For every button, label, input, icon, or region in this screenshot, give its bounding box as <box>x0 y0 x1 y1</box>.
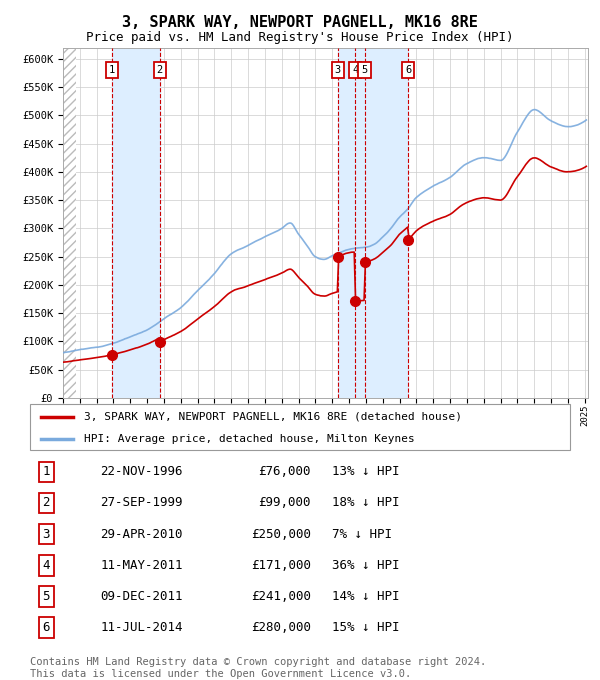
Text: 13% ↓ HPI: 13% ↓ HPI <box>332 465 400 478</box>
Bar <box>63 48 76 398</box>
Text: £241,000: £241,000 <box>251 590 311 603</box>
Text: 3, SPARK WAY, NEWPORT PAGNELL, MK16 8RE: 3, SPARK WAY, NEWPORT PAGNELL, MK16 8RE <box>122 15 478 30</box>
Text: HPI: Average price, detached house, Milton Keynes: HPI: Average price, detached house, Milt… <box>84 434 415 443</box>
Text: 11-MAY-2011: 11-MAY-2011 <box>100 559 182 572</box>
Text: 3: 3 <box>335 65 341 75</box>
Text: 15% ↓ HPI: 15% ↓ HPI <box>332 621 400 634</box>
Text: 14% ↓ HPI: 14% ↓ HPI <box>332 590 400 603</box>
Text: 11-JUL-2014: 11-JUL-2014 <box>100 621 182 634</box>
Text: £250,000: £250,000 <box>251 528 311 541</box>
Text: 2: 2 <box>43 496 50 509</box>
Text: 1: 1 <box>109 65 115 75</box>
Text: 1: 1 <box>43 465 50 478</box>
Text: 27-SEP-1999: 27-SEP-1999 <box>100 496 182 509</box>
Text: 18% ↓ HPI: 18% ↓ HPI <box>332 496 400 509</box>
Text: £76,000: £76,000 <box>259 465 311 478</box>
Text: 36% ↓ HPI: 36% ↓ HPI <box>332 559 400 572</box>
Text: Price paid vs. HM Land Registry's House Price Index (HPI): Price paid vs. HM Land Registry's House … <box>86 31 514 44</box>
Text: 6: 6 <box>406 65 412 75</box>
Text: £171,000: £171,000 <box>251 559 311 572</box>
Text: 09-DEC-2011: 09-DEC-2011 <box>100 590 182 603</box>
Text: 3, SPARK WAY, NEWPORT PAGNELL, MK16 8RE (detached house): 3, SPARK WAY, NEWPORT PAGNELL, MK16 8RE … <box>84 412 462 422</box>
Bar <box>338 48 409 398</box>
Text: 22-NOV-1996: 22-NOV-1996 <box>100 465 182 478</box>
Text: 3: 3 <box>43 528 50 541</box>
Text: Contains HM Land Registry data © Crown copyright and database right 2024.
This d: Contains HM Land Registry data © Crown c… <box>30 657 486 679</box>
Bar <box>112 48 160 398</box>
Text: £280,000: £280,000 <box>251 621 311 634</box>
Text: 5: 5 <box>43 590 50 603</box>
Text: 5: 5 <box>361 65 368 75</box>
Text: 2: 2 <box>157 65 163 75</box>
Text: £99,000: £99,000 <box>259 496 311 509</box>
Text: 6: 6 <box>43 621 50 634</box>
Text: 4: 4 <box>352 65 358 75</box>
Text: 4: 4 <box>43 559 50 572</box>
Text: 29-APR-2010: 29-APR-2010 <box>100 528 182 541</box>
FancyBboxPatch shape <box>30 404 570 450</box>
Text: 7% ↓ HPI: 7% ↓ HPI <box>332 528 392 541</box>
